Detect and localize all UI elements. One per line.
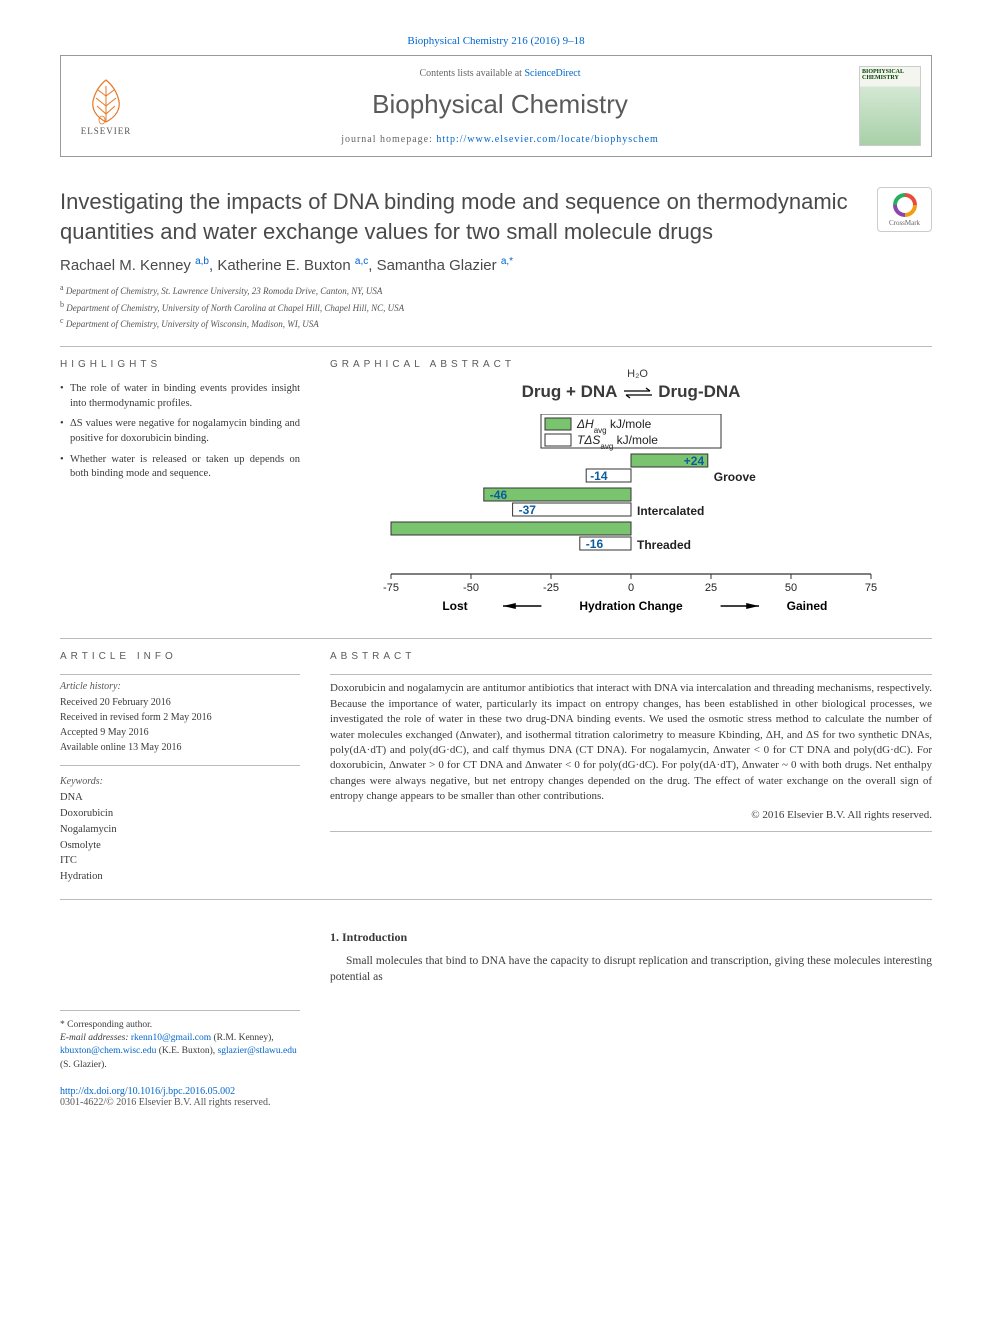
- highlights-list: The role of water in binding events prov…: [60, 382, 300, 482]
- journal-cover-thumb: BIOPHYSICAL CHEMISTRY: [859, 66, 921, 146]
- ga-equation: Drug + DNA H₂O Drug-DNA: [522, 382, 741, 403]
- highlight-item: Whether water is released or taken up de…: [60, 453, 300, 482]
- svg-text:+24: +24: [684, 454, 705, 468]
- footnotes: * Corresponding author. E-mail addresses…: [60, 1019, 300, 1072]
- article-info-heading: ARTICLE INFO: [60, 651, 300, 662]
- svg-text:25: 25: [705, 582, 717, 594]
- ga-eq-right: Drug-DNA: [658, 382, 740, 401]
- svg-text:Groove: Groove: [714, 470, 756, 484]
- history-line: Received in revised form 2 May 2016: [60, 710, 300, 725]
- elsevier-logo: ELSEVIER: [71, 66, 141, 146]
- keyword: DNA: [60, 790, 300, 806]
- contents-prefix: Contents lists available at: [419, 68, 524, 79]
- svg-text:ΔHavg kJ/mole: ΔHavg kJ/mole: [576, 417, 652, 435]
- email-link[interactable]: rkenn10@gmail.com: [131, 1033, 211, 1043]
- ga-arrow-label: H₂O: [622, 368, 654, 380]
- affiliations: a Department of Chemistry, St. Lawrence …: [60, 282, 932, 332]
- journal-header: ELSEVIER Contents lists available at Sci…: [60, 55, 932, 157]
- separator: [330, 831, 932, 832]
- svg-text:0: 0: [628, 582, 634, 594]
- email-addresses: E-mail addresses: rkenn10@gmail.com (R.M…: [60, 1032, 300, 1072]
- publisher-name: ELSEVIER: [81, 126, 132, 136]
- keyword: Hydration: [60, 869, 300, 885]
- highlights-heading: HIGHLIGHTS: [60, 359, 300, 370]
- keyword: Osmolyte: [60, 838, 300, 854]
- separator: [330, 674, 932, 675]
- email-link[interactable]: sglazier@stlawu.edu: [218, 1046, 297, 1056]
- separator: [60, 638, 932, 639]
- abstract-text: Doxorubicin and nogalamycin are antitumo…: [330, 681, 932, 804]
- separator: [60, 346, 932, 347]
- svg-text:Lost: Lost: [442, 599, 467, 613]
- history-line: Received 20 February 2016: [60, 695, 300, 710]
- keyword: Nogalamycin: [60, 822, 300, 838]
- svg-text:Threaded: Threaded: [637, 538, 691, 552]
- highlight-item: ΔS values were negative for nogalamycin …: [60, 417, 300, 446]
- svg-text:-14: -14: [590, 469, 608, 483]
- ga-eq-left: Drug + DNA: [522, 382, 617, 401]
- svg-text:-50: -50: [463, 582, 479, 594]
- doi-link[interactable]: http://dx.doi.org/10.1016/j.bpc.2016.05.…: [60, 1086, 932, 1097]
- keyword: ITC: [60, 853, 300, 869]
- svg-text:Hydration Change: Hydration Change: [579, 599, 683, 613]
- intro-heading: 1. Introduction: [330, 930, 932, 945]
- history-heading: Article history:: [60, 681, 300, 692]
- history-lines: Received 20 February 2016Received in rev…: [60, 695, 300, 755]
- svg-text:50: 50: [785, 582, 797, 594]
- authors-line: Rachael M. Kenney a,b, Katherine E. Buxt…: [60, 256, 932, 274]
- separator: [60, 765, 300, 766]
- equilibrium-arrows-icon: [622, 386, 654, 400]
- svg-text:Gained: Gained: [787, 599, 828, 613]
- separator: [60, 899, 932, 900]
- journal-name: Biophysical Chemistry: [141, 89, 859, 120]
- copyright-line: © 2016 Elsevier B.V. All rights reserved…: [330, 809, 932, 821]
- keyword: Doxorubicin: [60, 806, 300, 822]
- graphical-abstract: Drug + DNA H₂O Drug-DNA ΔHavg kJ/moleTΔS…: [330, 382, 932, 625]
- crossmark-icon: [893, 193, 917, 217]
- crossmark-label: CrossMark: [889, 219, 920, 227]
- svg-text:75: 75: [865, 582, 877, 594]
- svg-text:-37: -37: [519, 503, 537, 517]
- highlight-item: The role of water in binding events prov…: [60, 382, 300, 411]
- homepage-link[interactable]: http://www.elsevier.com/locate/biophysch…: [436, 134, 658, 145]
- ga-chart: ΔHavg kJ/moleTΔSavg kJ/mole+24-14Groove-…: [361, 414, 901, 624]
- homepage-prefix: journal homepage:: [341, 134, 436, 145]
- keywords-list: DNADoxorubicinNogalamycinOsmolyteITCHydr…: [60, 790, 300, 885]
- abstract-heading: ABSTRACT: [330, 651, 932, 662]
- contents-available: Contents lists available at ScienceDirec…: [141, 68, 859, 79]
- email-link[interactable]: kbuxton@chem.wisc.edu: [60, 1046, 156, 1056]
- crossmark-badge[interactable]: CrossMark: [877, 187, 932, 232]
- keywords-heading: Keywords:: [60, 776, 300, 787]
- corresponding-marker: * Corresponding author.: [60, 1019, 300, 1032]
- svg-text:-25: -25: [543, 582, 559, 594]
- journal-homepage: journal homepage: http://www.elsevier.co…: [141, 134, 859, 145]
- svg-text:-46: -46: [490, 488, 508, 502]
- svg-text:-16: -16: [586, 537, 604, 551]
- citation-line: Biophysical Chemistry 216 (2016) 9–18: [60, 35, 932, 47]
- history-line: Accepted 9 May 2016: [60, 725, 300, 740]
- separator: [60, 674, 300, 675]
- issn-line: 0301-4622/© 2016 Elsevier B.V. All right…: [60, 1097, 932, 1108]
- svg-text:-75: -75: [383, 582, 399, 594]
- svg-text:Intercalated: Intercalated: [637, 504, 704, 518]
- cover-title: BIOPHYSICAL CHEMISTRY: [862, 69, 918, 81]
- sciencedirect-link[interactable]: ScienceDirect: [524, 68, 580, 79]
- history-line: Available online 13 May 2016: [60, 740, 300, 755]
- intro-text: Small molecules that bind to DNA have th…: [330, 953, 932, 985]
- article-title: Investigating the impacts of DNA binding…: [60, 187, 857, 246]
- separator: [60, 1010, 300, 1011]
